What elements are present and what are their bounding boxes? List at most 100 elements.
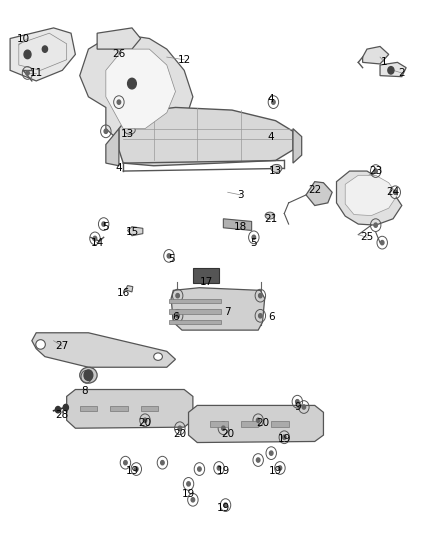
Ellipse shape: [154, 353, 162, 360]
Text: 8: 8: [81, 386, 88, 396]
Polygon shape: [293, 128, 302, 163]
Circle shape: [278, 466, 282, 470]
Circle shape: [84, 370, 93, 381]
Text: 3: 3: [237, 190, 244, 200]
Text: 20: 20: [256, 418, 269, 428]
Circle shape: [104, 129, 108, 133]
Circle shape: [381, 240, 384, 245]
Text: 13: 13: [121, 129, 134, 139]
Text: 19: 19: [269, 466, 282, 475]
Text: 23: 23: [369, 166, 382, 176]
Polygon shape: [119, 108, 293, 166]
Circle shape: [256, 458, 260, 462]
Bar: [80, 406, 97, 411]
Text: 5: 5: [102, 222, 109, 232]
Text: 2: 2: [399, 68, 405, 78]
Text: 14: 14: [91, 238, 104, 248]
Text: 11: 11: [30, 68, 43, 78]
Circle shape: [134, 467, 138, 471]
Circle shape: [224, 503, 227, 507]
Polygon shape: [363, 46, 389, 64]
Bar: [271, 421, 289, 426]
Ellipse shape: [271, 165, 282, 172]
Circle shape: [302, 405, 306, 409]
Text: 20: 20: [138, 418, 152, 428]
Text: 28: 28: [56, 410, 69, 420]
Text: 4: 4: [268, 132, 275, 142]
Circle shape: [374, 223, 378, 227]
Text: 5: 5: [168, 254, 174, 263]
Text: 4: 4: [116, 164, 122, 173]
Text: 19: 19: [125, 466, 138, 475]
Ellipse shape: [265, 212, 275, 219]
Circle shape: [176, 294, 180, 298]
Text: 26: 26: [112, 50, 126, 59]
Circle shape: [393, 190, 397, 195]
Polygon shape: [125, 286, 133, 292]
Text: 5: 5: [251, 238, 257, 248]
Text: 25: 25: [360, 232, 374, 243]
Circle shape: [161, 461, 164, 465]
Polygon shape: [67, 390, 193, 428]
Ellipse shape: [80, 367, 97, 383]
Polygon shape: [106, 49, 176, 128]
Polygon shape: [32, 333, 176, 367]
Circle shape: [26, 71, 29, 75]
Circle shape: [222, 426, 225, 430]
Text: 20: 20: [173, 429, 187, 439]
Bar: [141, 406, 158, 411]
Circle shape: [167, 254, 171, 258]
Circle shape: [258, 314, 262, 318]
Polygon shape: [106, 128, 119, 166]
Text: 16: 16: [117, 288, 130, 298]
Circle shape: [252, 235, 255, 239]
Ellipse shape: [124, 126, 135, 134]
Circle shape: [42, 46, 47, 52]
Circle shape: [102, 222, 106, 226]
Text: 6: 6: [268, 312, 275, 322]
Polygon shape: [223, 219, 252, 230]
Circle shape: [296, 400, 299, 404]
Polygon shape: [80, 33, 193, 144]
Circle shape: [388, 67, 394, 74]
Text: 21: 21: [265, 214, 278, 224]
Text: 22: 22: [308, 184, 321, 195]
Circle shape: [127, 78, 136, 89]
Text: 19: 19: [278, 434, 291, 444]
Text: 1: 1: [381, 58, 388, 67]
Circle shape: [258, 294, 262, 298]
Circle shape: [93, 236, 97, 240]
Circle shape: [217, 466, 221, 470]
Circle shape: [176, 314, 180, 318]
Circle shape: [374, 169, 378, 173]
Circle shape: [124, 461, 127, 465]
Circle shape: [63, 405, 68, 411]
Polygon shape: [345, 175, 397, 216]
Text: 12: 12: [177, 55, 191, 64]
Text: 24: 24: [386, 187, 400, 197]
Bar: [210, 421, 228, 426]
Text: 6: 6: [172, 312, 179, 322]
Ellipse shape: [36, 340, 46, 349]
Bar: [169, 299, 221, 303]
Polygon shape: [188, 406, 323, 442]
Text: 18: 18: [234, 222, 247, 232]
Polygon shape: [97, 28, 141, 49]
Circle shape: [269, 451, 273, 455]
Text: 19: 19: [217, 466, 230, 475]
Text: 17: 17: [199, 277, 212, 287]
Circle shape: [143, 418, 147, 422]
Circle shape: [191, 498, 194, 502]
Circle shape: [283, 435, 286, 439]
Polygon shape: [306, 182, 332, 206]
Polygon shape: [127, 227, 143, 236]
Circle shape: [55, 407, 60, 413]
Bar: [110, 406, 127, 411]
Bar: [169, 310, 221, 314]
Text: 19: 19: [217, 503, 230, 513]
Text: 7: 7: [224, 306, 231, 317]
Circle shape: [117, 100, 120, 104]
Text: 9: 9: [294, 402, 300, 412]
Circle shape: [272, 100, 275, 104]
Text: 15: 15: [125, 227, 138, 237]
